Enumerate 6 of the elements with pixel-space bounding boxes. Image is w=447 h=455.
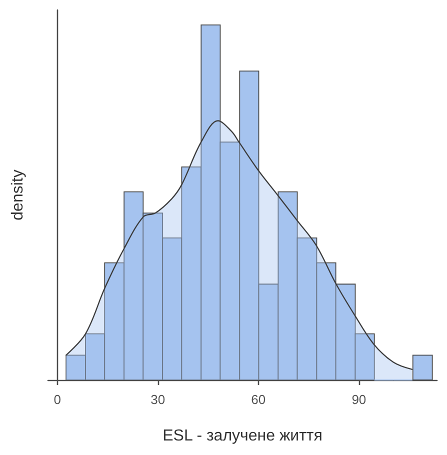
x-tick-label: 0	[54, 392, 61, 407]
x-tick-label: 30	[150, 392, 166, 407]
x-tick-label: 90	[352, 392, 366, 407]
y-axis-title: density	[10, 170, 26, 220]
x-tick-label: 60	[251, 392, 266, 407]
x-axis-title: ESL - залучене життя	[162, 428, 322, 444]
